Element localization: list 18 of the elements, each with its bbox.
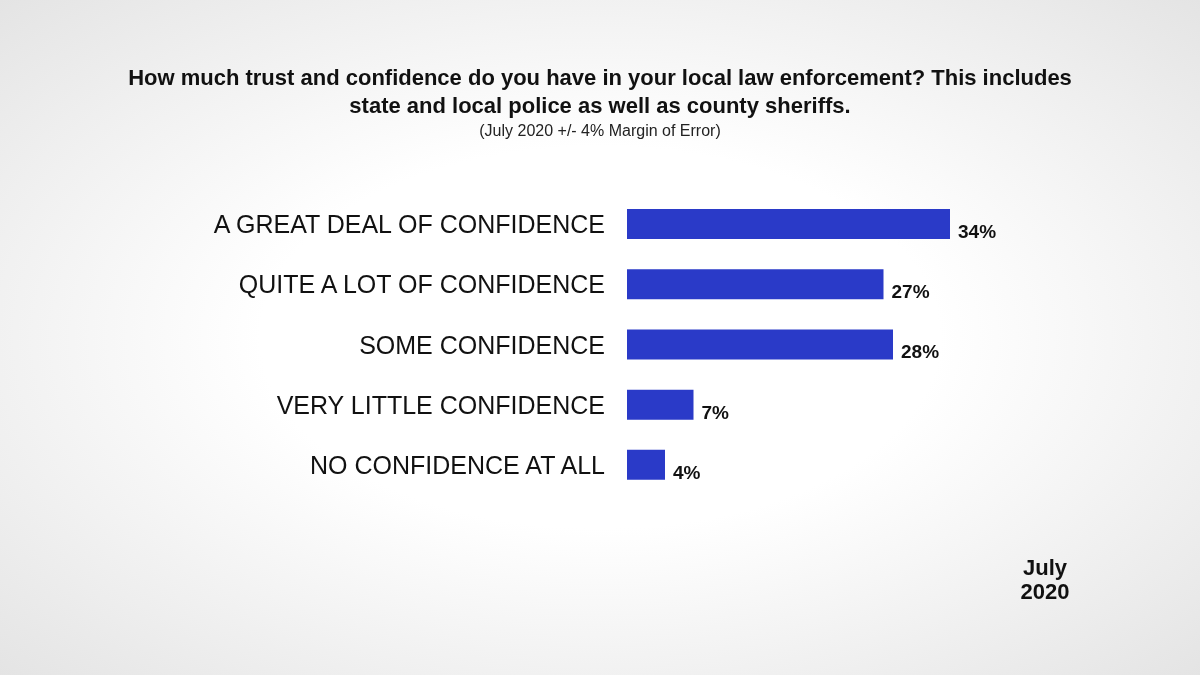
bar [627, 209, 950, 240]
y-tick-label: SOME CONFIDENCE [359, 330, 605, 359]
y-tick-label: QUITE A LOT OF CONFIDENCE [238, 270, 605, 299]
data-label: 4% [673, 461, 701, 483]
bar [627, 269, 884, 300]
chart-subtitle: (July 2020 +/- 4% Margin of Error) [478, 122, 722, 140]
y-tick-label: NO CONFIDENCE AT ALL [310, 450, 606, 479]
bar [627, 329, 893, 360]
data-label: 34% [958, 221, 997, 243]
data-label: 7% [701, 401, 730, 423]
chart-title: How much trust and confidence do you have in your local law enforcement? This includes state and local police as well as county sheriffs. [127, 64, 1073, 120]
y-tick-label: A GREAT DEAL OF CONFIDENCE [213, 210, 605, 239]
y-tick-label: VERY LITTLE CONFIDENCE [276, 390, 605, 419]
data-label: 27% [891, 281, 930, 303]
bar [627, 389, 694, 420]
data-label: 28% [901, 341, 940, 363]
text: July 2020 [1019, 555, 1071, 604]
bar [627, 449, 665, 480]
